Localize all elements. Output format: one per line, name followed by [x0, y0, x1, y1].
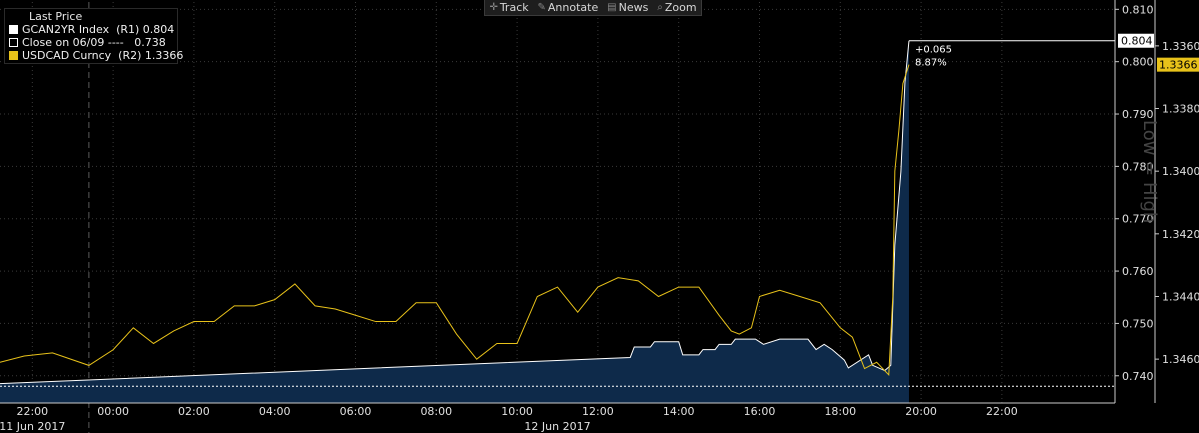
x-tick-label: 08:00 — [420, 405, 452, 418]
news-label: News — [618, 1, 649, 14]
r1-tick-label: 0.780 — [1122, 160, 1154, 173]
r2-last-tag — [1157, 57, 1199, 72]
chart-toolbar: ✛ Track ✎ Annotate ▤ News ⌕ Zoom — [484, 0, 702, 16]
x-tick-label: 06:00 — [340, 405, 372, 418]
legend-title: Last Price — [29, 10, 83, 23]
x-tick-label: 16:00 — [744, 405, 776, 418]
news-tool[interactable]: ▤ News — [607, 1, 648, 14]
x-tick-label: 12:00 — [582, 405, 614, 418]
r2-tick-label: 1.3360 — [1162, 40, 1199, 53]
x-tick-label: 20:00 — [905, 405, 937, 418]
r2-tick-label: 1.3440 — [1162, 290, 1199, 303]
r1-last-value: 0.804 — [1121, 35, 1153, 48]
chart-legend: Last Price GCAN2YR Index (R1) 0.804 Clos… — [4, 8, 183, 64]
gcan2yr-area-fill — [0, 40, 909, 404]
zoom-label: Zoom — [664, 1, 697, 14]
annotations: 0.804 1.3366 +0.065 8.87% — [908, 33, 1199, 72]
legend-usdcad-label: USDCAD Curncy (R2) 1.3366 — [22, 48, 184, 62]
annotate-label: Annotate — [547, 1, 599, 14]
magnifier-icon: ⌕ — [657, 2, 663, 13]
pencil-icon: ✎ — [537, 2, 546, 13]
legend-item-usdcad[interactable]: USDCAD Curncy (R2) 1.3366 — [9, 48, 184, 62]
swatch-gcan2yr — [9, 24, 18, 34]
track-tool[interactable]: ✛ Track — [489, 1, 528, 14]
legend-close-label: Close on 06/09 ---- 0.738 — [22, 35, 166, 49]
change-pct-label: 8.87% — [915, 58, 947, 69]
crosshair-icon: ✛ — [489, 2, 498, 13]
x-tick-label: 04:00 — [259, 405, 291, 418]
gcan2yr-line — [0, 40, 910, 385]
news-icon: ▤ — [607, 2, 617, 13]
x-tick-label: 22:00 — [986, 405, 1018, 418]
grid — [0, 2, 1115, 433]
r1-tick-label: 0.790 — [1122, 108, 1154, 121]
r1-tick-label: 0.800 — [1122, 56, 1154, 69]
swatch-close — [9, 37, 18, 47]
r2-tick-label: 1.3460 — [1162, 353, 1199, 366]
zoom-tool[interactable]: ⌕ Zoom — [657, 1, 696, 14]
r1-tick-label: 0.760 — [1122, 265, 1154, 278]
r1-tick-label: 0.810 — [1122, 3, 1154, 16]
legend-gcan2yr-label: GCAN2YR Index (R1) 0.804 — [22, 22, 175, 36]
x-date-label: 12 Jun 2017 — [524, 420, 590, 433]
watermark-text: Low = High — [1139, 120, 1160, 224]
x-tick-label: 18:00 — [824, 405, 856, 418]
r2-last-value: 1.3366 — [1159, 59, 1198, 72]
swatch-usdcad — [9, 50, 18, 60]
track-label: Track — [499, 1, 529, 14]
r2-tick-label: 1.3380 — [1162, 103, 1199, 116]
r1-tick-label: 0.750 — [1122, 317, 1154, 330]
r1-last-tag — [1118, 33, 1154, 48]
legend-item-gcan2yr[interactable]: GCAN2YR Index (R1) 0.804 — [9, 22, 175, 36]
x-date-label: 11 Jun 2017 — [0, 420, 65, 433]
r1-tick-label: 0.740 — [1122, 370, 1154, 383]
r2-tick-label: 1.3400 — [1162, 165, 1199, 178]
r1-tick-label: 0.770 — [1122, 213, 1154, 226]
usdcad-line — [0, 64, 910, 376]
x-tick-label: 02:00 — [178, 405, 210, 418]
x-tick-label: 00:00 — [97, 405, 129, 418]
legend-item-close[interactable]: Close on 06/09 ---- 0.738 — [9, 35, 166, 49]
r2-tick-label: 1.3420 — [1162, 228, 1199, 241]
change-label: +0.065 — [915, 45, 952, 56]
x-tick-label: 14:00 — [663, 405, 695, 418]
annotate-tool[interactable]: ✎ Annotate — [538, 1, 599, 14]
x-tick-label: 10:00 — [501, 405, 533, 418]
x-tick-label: 22:00 — [16, 405, 48, 418]
